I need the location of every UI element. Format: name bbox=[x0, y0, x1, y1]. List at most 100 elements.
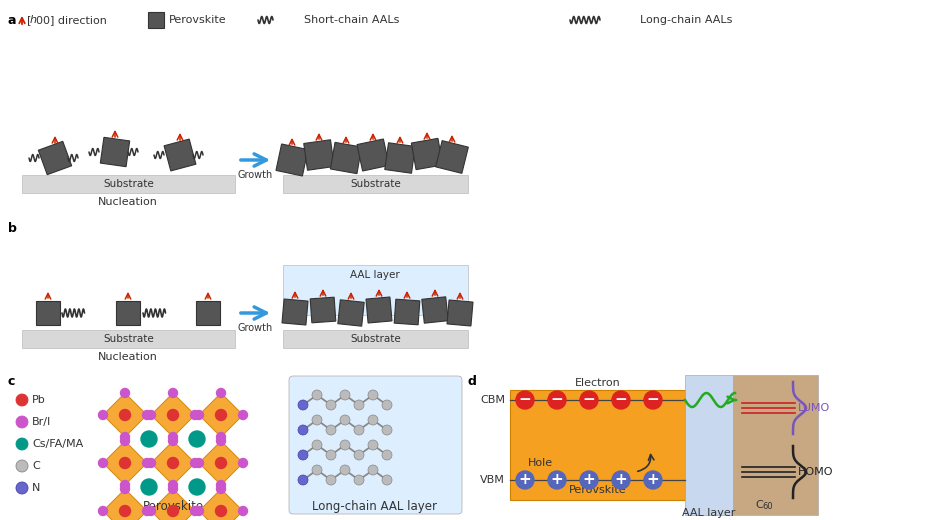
Circle shape bbox=[142, 506, 152, 515]
Circle shape bbox=[168, 410, 179, 421]
Circle shape bbox=[119, 458, 130, 469]
Text: c: c bbox=[8, 375, 16, 388]
Circle shape bbox=[340, 390, 350, 400]
Text: Substrate: Substrate bbox=[350, 334, 401, 344]
Circle shape bbox=[119, 410, 130, 421]
Circle shape bbox=[215, 410, 226, 421]
Circle shape bbox=[217, 433, 225, 441]
Circle shape bbox=[580, 391, 598, 409]
Circle shape bbox=[16, 460, 28, 472]
Circle shape bbox=[146, 506, 155, 515]
Polygon shape bbox=[304, 140, 334, 170]
Circle shape bbox=[215, 458, 226, 469]
Circle shape bbox=[191, 506, 199, 515]
Circle shape bbox=[215, 505, 226, 516]
Text: VBM: VBM bbox=[480, 475, 505, 485]
Circle shape bbox=[16, 394, 28, 406]
Polygon shape bbox=[310, 297, 336, 323]
Circle shape bbox=[195, 410, 204, 420]
Circle shape bbox=[142, 410, 152, 420]
Text: N: N bbox=[32, 483, 40, 493]
Circle shape bbox=[168, 458, 179, 469]
Text: Short-chain AALs: Short-chain AALs bbox=[304, 15, 399, 25]
Circle shape bbox=[326, 475, 336, 485]
Circle shape bbox=[298, 400, 308, 410]
Text: Perovskite: Perovskite bbox=[142, 500, 204, 513]
Text: Growth: Growth bbox=[238, 170, 273, 180]
FancyArrowPatch shape bbox=[638, 454, 654, 471]
Text: Electron: Electron bbox=[574, 378, 620, 388]
Circle shape bbox=[146, 459, 155, 467]
Circle shape bbox=[217, 436, 225, 446]
Bar bbox=[685, 375, 733, 515]
Text: −: − bbox=[647, 393, 659, 408]
Text: Nucleation: Nucleation bbox=[98, 352, 158, 362]
Text: Substrate: Substrate bbox=[103, 179, 154, 189]
Circle shape bbox=[382, 475, 392, 485]
Text: −: − bbox=[583, 393, 596, 408]
Polygon shape bbox=[282, 299, 308, 325]
Circle shape bbox=[312, 465, 322, 475]
Text: 60: 60 bbox=[762, 502, 773, 511]
Circle shape bbox=[238, 459, 248, 467]
Text: +: + bbox=[519, 473, 532, 488]
Text: Perovskite: Perovskite bbox=[569, 485, 627, 495]
Text: LUMO: LUMO bbox=[798, 403, 830, 413]
Polygon shape bbox=[151, 441, 195, 485]
Circle shape bbox=[191, 459, 199, 467]
Circle shape bbox=[298, 450, 308, 460]
Text: AAL layer: AAL layer bbox=[350, 270, 400, 280]
Circle shape bbox=[298, 475, 308, 485]
Polygon shape bbox=[164, 139, 196, 171]
Polygon shape bbox=[103, 393, 147, 437]
Circle shape bbox=[368, 440, 378, 450]
Circle shape bbox=[644, 471, 662, 489]
Text: −: − bbox=[614, 393, 627, 408]
Polygon shape bbox=[38, 141, 72, 175]
Circle shape bbox=[312, 415, 322, 425]
Circle shape bbox=[548, 391, 566, 409]
Circle shape bbox=[298, 425, 308, 435]
Text: Long-chain AAL layer: Long-chain AAL layer bbox=[312, 500, 437, 513]
Circle shape bbox=[120, 433, 129, 441]
Circle shape bbox=[516, 471, 534, 489]
Polygon shape bbox=[199, 489, 243, 520]
Bar bbox=[22, 330, 235, 348]
Circle shape bbox=[340, 465, 350, 475]
Circle shape bbox=[354, 400, 364, 410]
Circle shape bbox=[16, 438, 28, 450]
Circle shape bbox=[368, 390, 378, 400]
Circle shape bbox=[120, 480, 129, 489]
Text: a: a bbox=[8, 14, 17, 27]
Bar bbox=[510, 390, 685, 500]
Polygon shape bbox=[199, 393, 243, 437]
Polygon shape bbox=[276, 144, 308, 176]
Circle shape bbox=[195, 459, 204, 467]
Circle shape bbox=[120, 388, 129, 397]
Text: 00] direction: 00] direction bbox=[36, 15, 107, 25]
Circle shape bbox=[142, 459, 152, 467]
Text: +: + bbox=[647, 473, 659, 488]
Text: Long-chain AALs: Long-chain AALs bbox=[640, 15, 733, 25]
Text: Nucleation: Nucleation bbox=[98, 197, 158, 207]
Text: C: C bbox=[755, 500, 762, 510]
Polygon shape bbox=[151, 489, 195, 520]
Circle shape bbox=[238, 410, 248, 420]
Text: Hole: Hole bbox=[528, 458, 553, 468]
Polygon shape bbox=[103, 441, 147, 485]
Circle shape bbox=[169, 388, 178, 397]
Circle shape bbox=[312, 440, 322, 450]
Circle shape bbox=[169, 485, 178, 493]
Circle shape bbox=[580, 471, 598, 489]
Polygon shape bbox=[103, 489, 147, 520]
Circle shape bbox=[120, 436, 129, 446]
Text: +: + bbox=[550, 473, 563, 488]
Circle shape bbox=[516, 391, 534, 409]
Circle shape bbox=[644, 391, 662, 409]
Text: Substrate: Substrate bbox=[350, 179, 401, 189]
FancyBboxPatch shape bbox=[289, 376, 462, 514]
Text: d: d bbox=[468, 375, 477, 388]
Circle shape bbox=[141, 431, 157, 447]
Circle shape bbox=[548, 471, 566, 489]
Circle shape bbox=[217, 388, 225, 397]
